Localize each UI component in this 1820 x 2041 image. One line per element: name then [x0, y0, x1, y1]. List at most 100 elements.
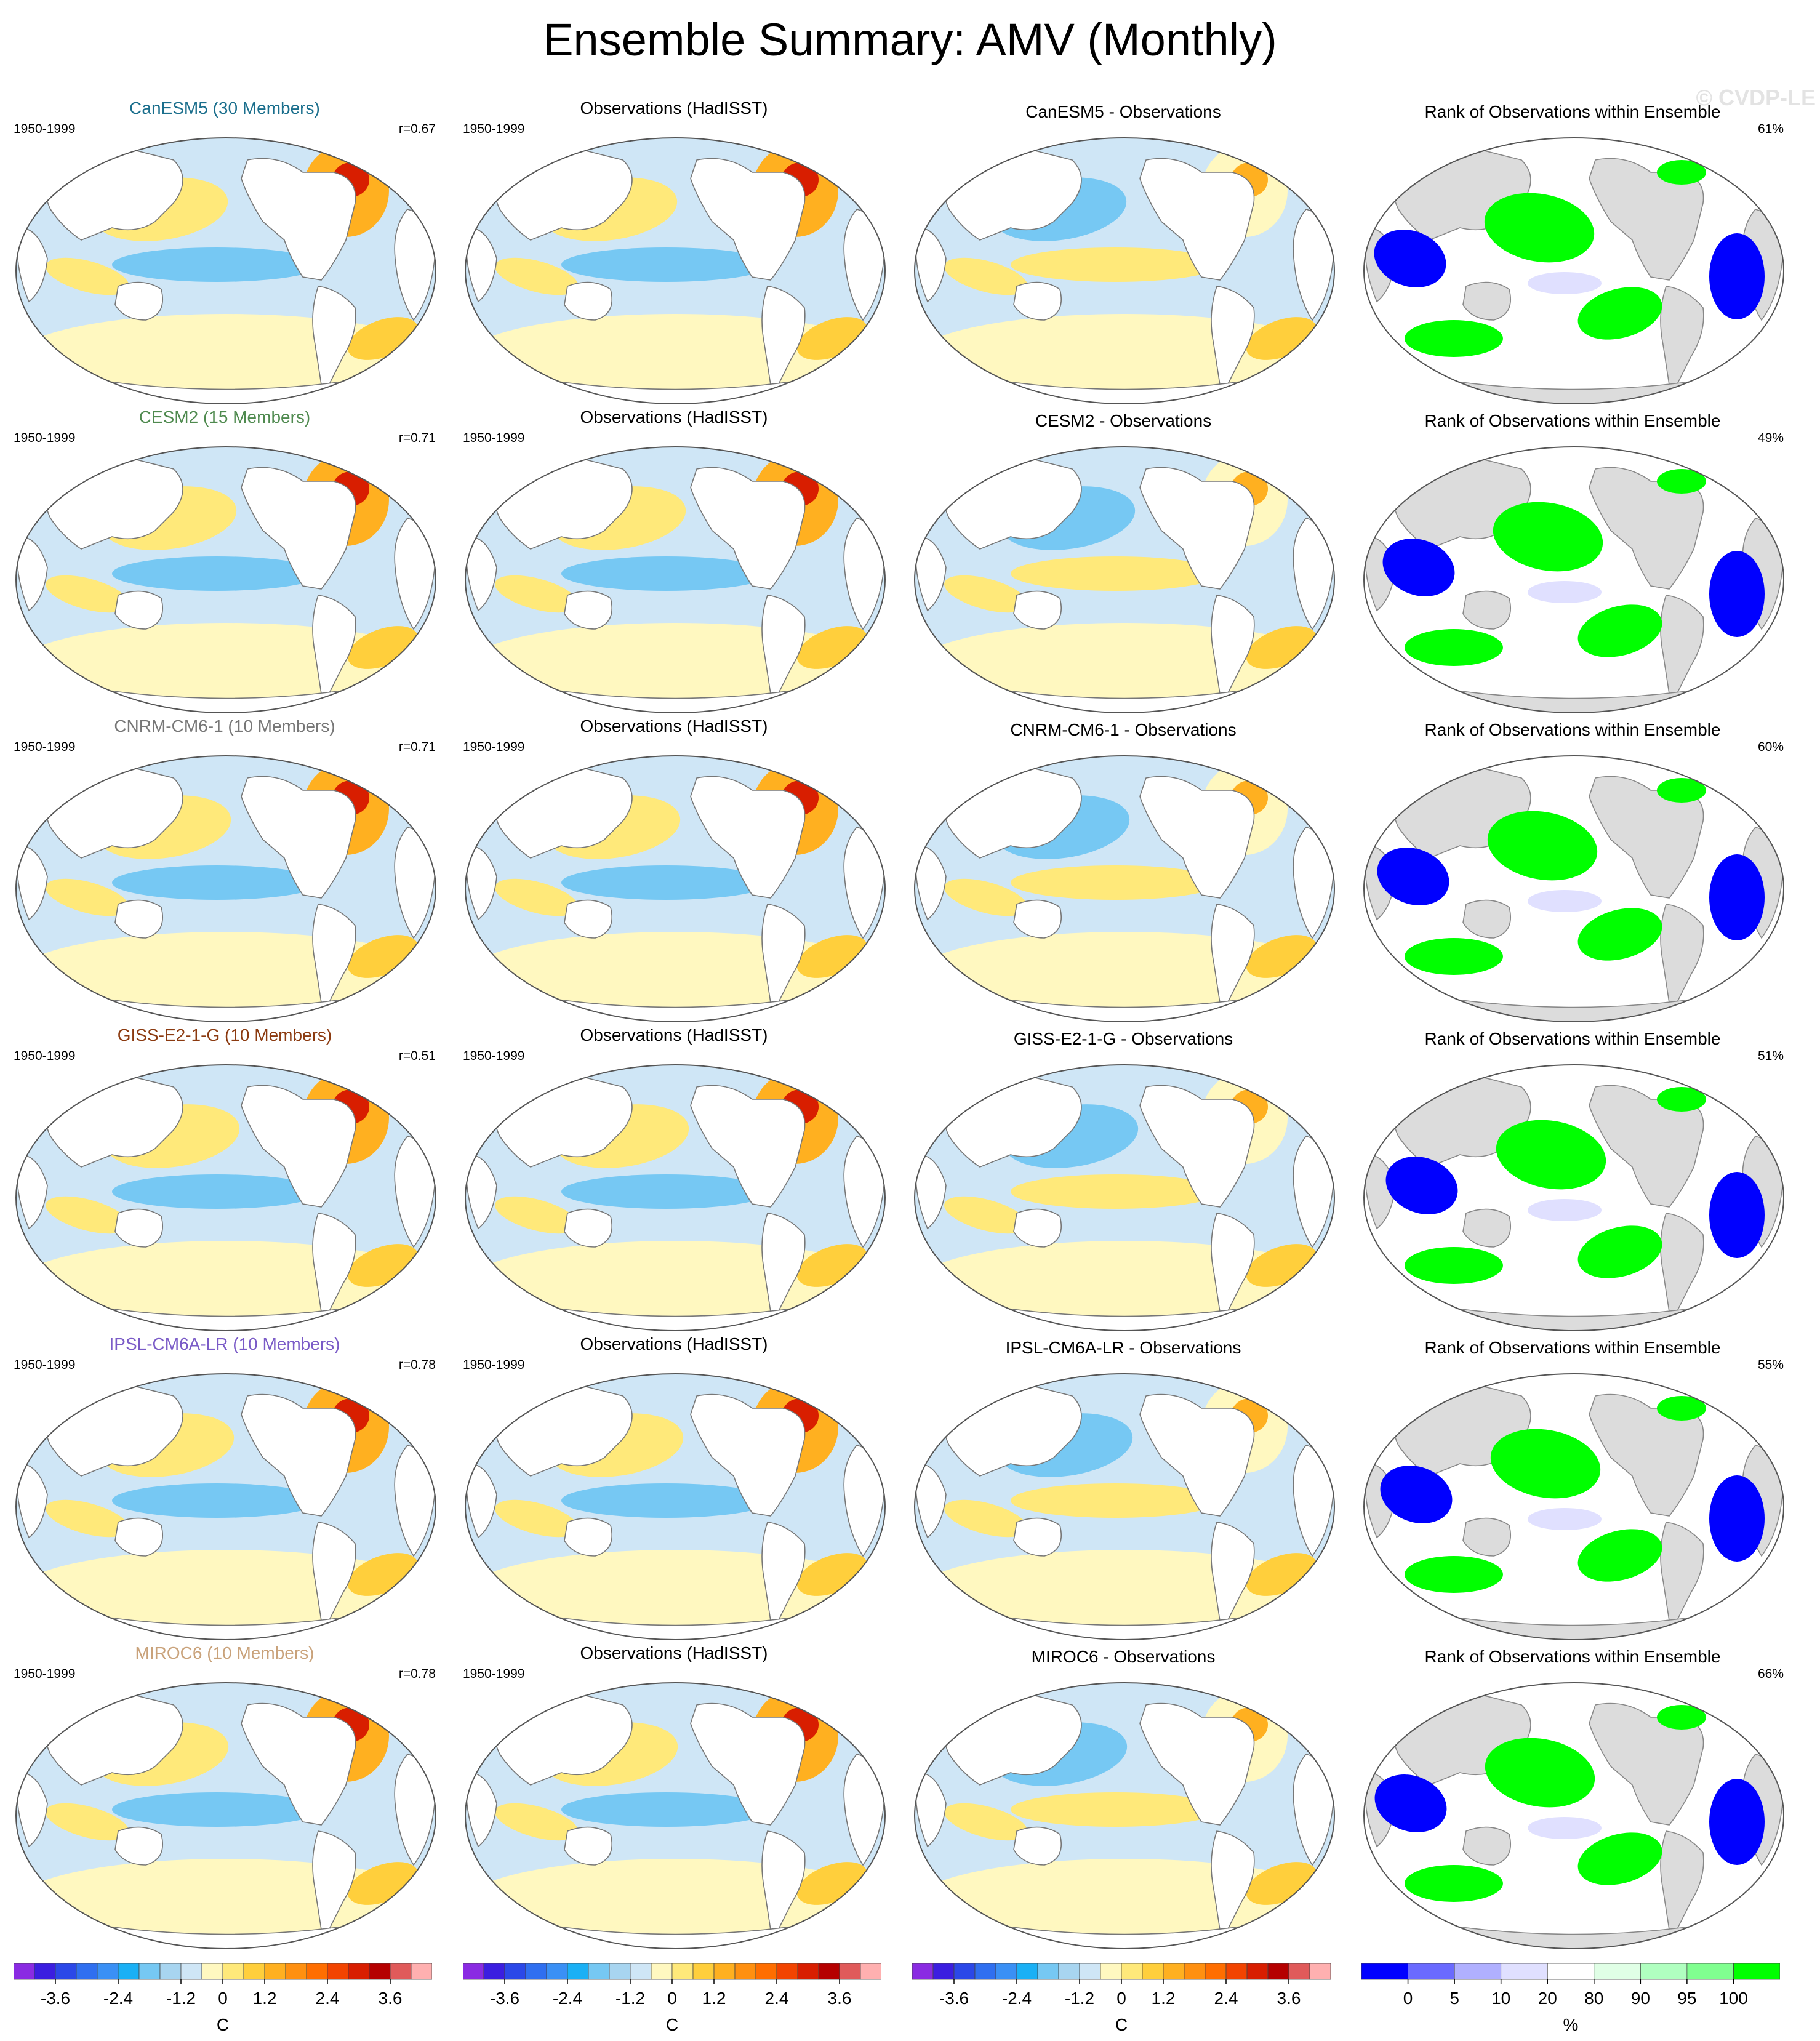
- colorbar-swatch: [932, 1963, 955, 1980]
- colorbar-tick-label: 5: [1449, 1989, 1459, 2008]
- colorbar-tick-label: 3.6: [828, 1989, 852, 2008]
- colorbar-swatch: [1288, 1963, 1310, 1980]
- colorbar-swatch: [118, 1963, 140, 1980]
- observations-panel: Observations (HadISST) 1950-1999: [455, 1643, 892, 1963]
- colorbar-swatch: [34, 1963, 56, 1980]
- period-label: 1950-1999: [463, 740, 525, 754]
- map-frame: [1363, 1682, 1784, 1949]
- indian-ocean-blob: [495, 1196, 579, 1234]
- indian-ocean-blob: [944, 257, 1028, 295]
- rank-title: Rank of Observations within Ensemble: [1424, 102, 1721, 121]
- colorbar-swatch: [860, 1963, 881, 1980]
- rank-percent: 51%: [1757, 1049, 1784, 1063]
- difference-panel-map: [914, 1064, 1335, 1331]
- observations-title: Observations (HadISST): [580, 716, 768, 736]
- colorbar-tick-label: 95: [1677, 1989, 1696, 2008]
- observations-panel-map: [465, 137, 886, 404]
- rank-percent: 55%: [1757, 1358, 1784, 1372]
- rank-panel: Rank of Observations within Ensemble 49%: [1354, 407, 1791, 728]
- colorbar-swatch: [1100, 1963, 1122, 1980]
- observations-title: Observations (HadISST): [580, 1025, 768, 1045]
- tropical-pacific-band: [561, 247, 771, 282]
- colorbar-swatch: [201, 1963, 223, 1980]
- rank-blob-green: [1490, 1429, 1601, 1499]
- colorbar-tick-label: -1.2: [1065, 1989, 1094, 2008]
- colorbar-swatch: [651, 1963, 673, 1980]
- colorbar-swatch: [713, 1963, 736, 1980]
- colorbar-swatch: [1016, 1963, 1038, 1980]
- difference-panel: IPSL-CM6A-LR - Observations: [905, 1334, 1342, 1654]
- difference-title: CESM2 - Observations: [1035, 411, 1212, 430]
- colorbar-swatch: [327, 1963, 349, 1980]
- indian-ocean-blob: [944, 1499, 1028, 1538]
- map-frame: [465, 1682, 886, 1949]
- colorbar-swatch: [306, 1963, 328, 1980]
- colorbar-tick-label: 0: [1403, 1989, 1413, 2008]
- rank-blob-blue: [1709, 1779, 1765, 1865]
- colorbar-tick-label: 3.6: [1277, 1989, 1301, 2008]
- colorbar-tick-label: 20: [1538, 1989, 1557, 2008]
- observations-panel-map: [465, 755, 886, 1022]
- rank-percent: 61%: [1757, 122, 1784, 136]
- rank-blob-green: [1657, 1705, 1706, 1730]
- colorbar-swatch: [97, 1963, 119, 1980]
- colorbar-swatch: [953, 1963, 976, 1980]
- period-label: 1950-1999: [14, 431, 76, 445]
- colorbar-swatch: [369, 1963, 391, 1980]
- rank-panel-map: [1363, 755, 1784, 1022]
- colorbar-swatch: [264, 1963, 286, 1980]
- colorbar-swatch: [776, 1963, 798, 1980]
- rank-blob-lightblue: [1528, 272, 1602, 294]
- rank-blob-blue: [1709, 1475, 1765, 1562]
- map-frame: [465, 1373, 886, 1640]
- colorbar-swatch: [390, 1963, 412, 1980]
- colorbar-swatch: [483, 1963, 505, 1980]
- colorbar-swatch: [1408, 1963, 1455, 1980]
- indian-ocean-blob: [495, 257, 579, 295]
- map-frame: [15, 1373, 436, 1640]
- colorbar-swatch: [55, 1963, 77, 1980]
- colorbar-swatch: [797, 1963, 819, 1980]
- tropical-pacific-band: [112, 1483, 321, 1518]
- colorbar-units: C: [1115, 2015, 1128, 2034]
- colorbar-swatch: [1163, 1963, 1185, 1980]
- observations-panel: Observations (HadISST) 1950-1999: [455, 1334, 892, 1654]
- difference-panel: CESM2 - Observations: [905, 407, 1342, 728]
- map-frame: [465, 446, 886, 713]
- difference-panel: CanESM5 - Observations: [905, 98, 1342, 419]
- observations-panel-map: [465, 446, 886, 713]
- rank-blob-green: [1405, 320, 1503, 357]
- rank-blob-green: [1577, 1832, 1662, 1885]
- rank-blob-blue: [1709, 551, 1765, 637]
- indian-ocean-blob: [46, 575, 129, 613]
- indian-ocean-blob: [495, 878, 579, 916]
- rank-blob-blue: [1709, 233, 1765, 319]
- model-panel-map: [15, 446, 436, 713]
- map-frame: [1363, 446, 1784, 713]
- rank-blob-blue: [1382, 538, 1455, 597]
- colorbar-swatch: [1079, 1963, 1101, 1980]
- colorbar-swatch: [285, 1963, 307, 1980]
- colorbar-swatch: [348, 1963, 370, 1980]
- continent-outlines: [466, 1694, 885, 1949]
- colorbar-swatch: [525, 1963, 547, 1980]
- rank-title: Rank of Observations within Ensemble: [1424, 1338, 1721, 1357]
- observations-title: Observations (HadISST): [580, 407, 768, 427]
- colorbar-tick-label: 2.4: [1214, 1989, 1238, 2008]
- colorbar-tick-label: -2.4: [103, 1989, 133, 2008]
- indian-ocean-blob: [944, 575, 1028, 613]
- model-panel: CESM2 (15 Members) 1950-1999 r=0.71: [6, 407, 443, 728]
- map-frame: [1363, 137, 1784, 404]
- period-label: 1950-1999: [463, 431, 525, 445]
- model-panel-map: [15, 1682, 436, 1949]
- colorbar-swatch: [588, 1963, 610, 1980]
- rank-blob-green: [1405, 938, 1503, 975]
- colorbar-swatch: [1686, 1963, 1734, 1980]
- tropical-pacific-band: [561, 1174, 771, 1209]
- observations-panel: Observations (HadISST) 1950-1999: [455, 716, 892, 1037]
- colorbar-swatch: [1594, 1963, 1641, 1980]
- rank-blob-green: [1487, 811, 1598, 881]
- rank-blob-green: [1493, 502, 1603, 572]
- observations-title: Observations (HadISST): [580, 98, 768, 118]
- colorbar-swatch: [630, 1963, 652, 1980]
